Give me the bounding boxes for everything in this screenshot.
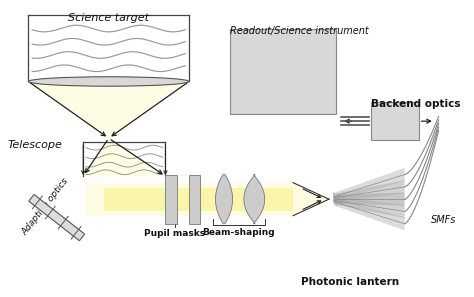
Polygon shape <box>334 192 405 206</box>
Polygon shape <box>85 183 293 216</box>
Ellipse shape <box>28 77 189 86</box>
Text: Backend optics: Backend optics <box>372 99 461 109</box>
Text: Beam-shaping: Beam-shaping <box>202 228 275 237</box>
Text: Adaptive optics: Adaptive optics <box>21 176 71 236</box>
Polygon shape <box>334 197 405 218</box>
Text: Pupil masks: Pupil masks <box>144 229 205 238</box>
Polygon shape <box>83 138 165 176</box>
Polygon shape <box>244 175 264 224</box>
Polygon shape <box>165 175 177 224</box>
Polygon shape <box>334 180 405 202</box>
Text: Readout/Science instrument: Readout/Science instrument <box>230 26 368 36</box>
Polygon shape <box>28 81 189 138</box>
Text: Science target: Science target <box>68 13 149 23</box>
Polygon shape <box>293 183 329 216</box>
Polygon shape <box>29 195 85 241</box>
Text: Telescope: Telescope <box>8 140 63 150</box>
Polygon shape <box>104 188 293 211</box>
Polygon shape <box>334 198 405 230</box>
Polygon shape <box>372 102 419 140</box>
Text: SMFs: SMFs <box>431 215 456 225</box>
Text: Photonic lantern: Photonic lantern <box>301 277 399 287</box>
Polygon shape <box>334 168 405 200</box>
Polygon shape <box>216 175 233 224</box>
Polygon shape <box>230 29 336 114</box>
Polygon shape <box>189 175 201 224</box>
